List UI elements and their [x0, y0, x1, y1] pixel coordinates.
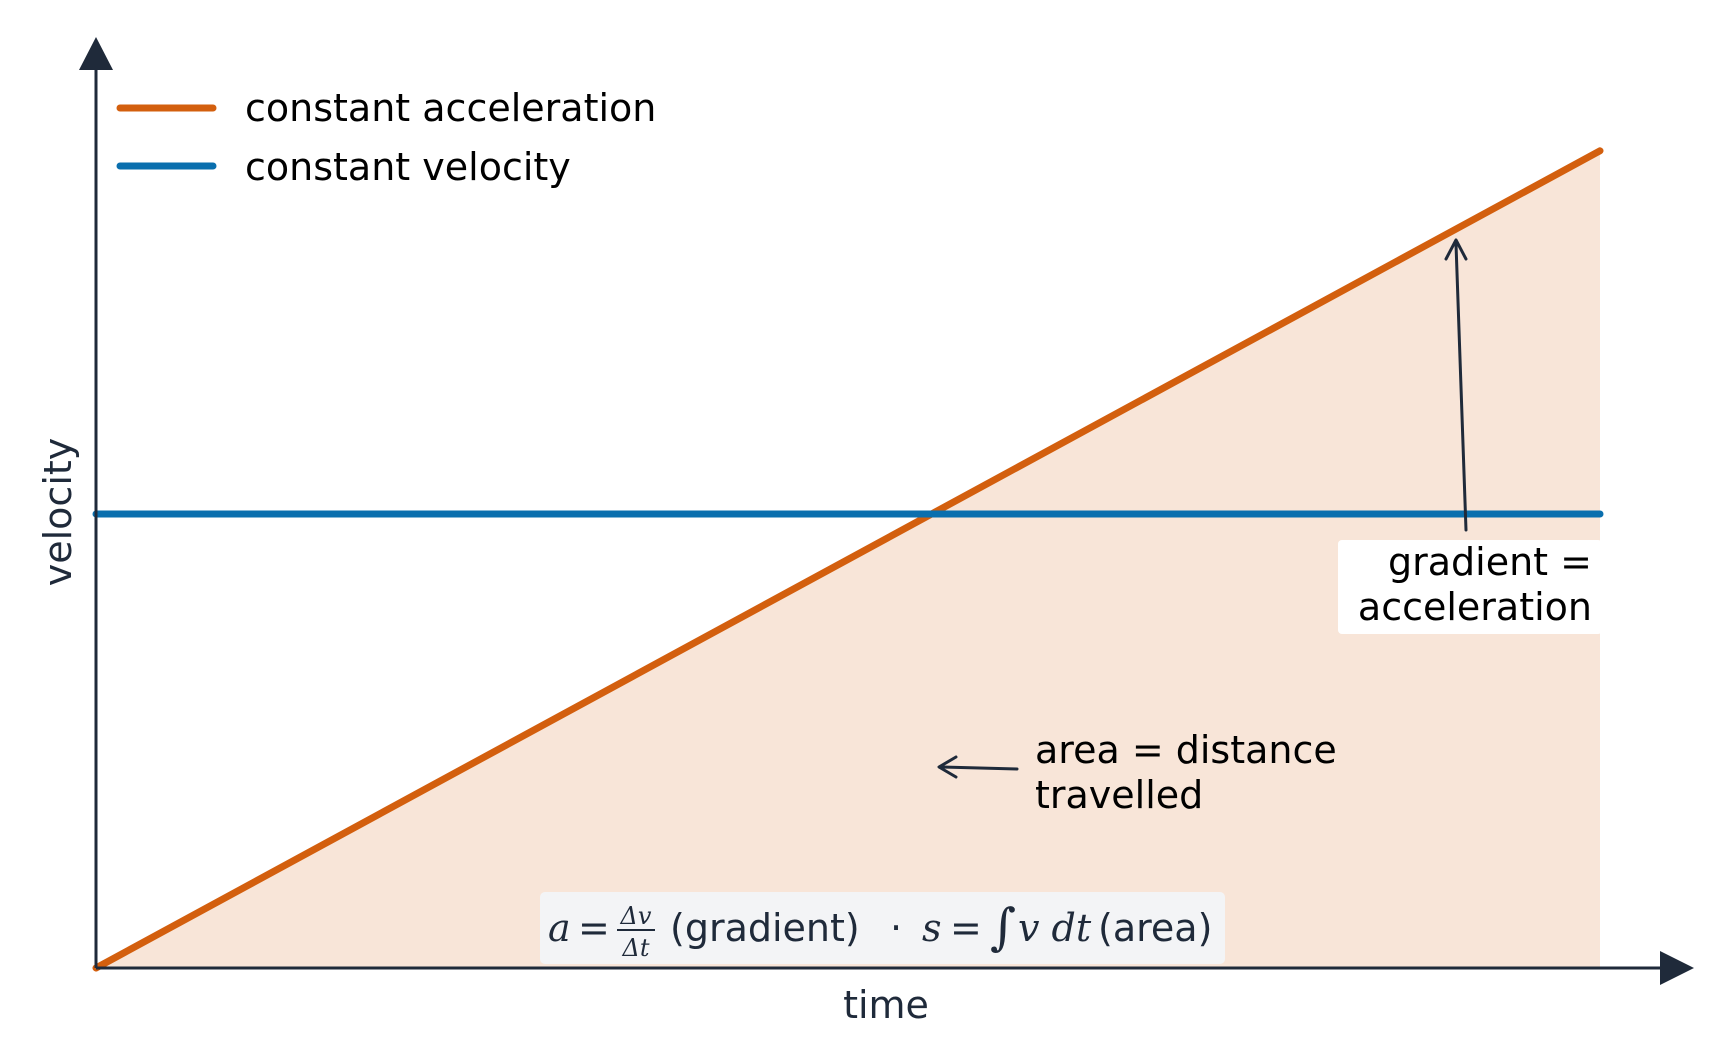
- formula-background: [540, 892, 1225, 964]
- formula-a-variable: a: [548, 906, 571, 950]
- area-annotation: area = distance travelled: [937, 728, 1337, 817]
- area-annotation-line-1: area = distance: [1035, 728, 1337, 772]
- series-line-constant-acceleration: [92, 147, 1604, 972]
- formula-box: a = Δv Δt (gradient) · s = ∫ v dt (area): [540, 892, 1225, 964]
- formula-denominator: Δt: [622, 934, 650, 962]
- gradient-arrow-shaft: [1454, 242, 1468, 532]
- formula-equals-2: =: [950, 906, 982, 950]
- y-axis-arrowhead-icon: [79, 37, 113, 70]
- formula-gradient-text: (gradient): [670, 906, 860, 950]
- gradient-annotation: gradient = acceleration: [1338, 238, 1602, 634]
- formula-area-text: (area): [1098, 906, 1212, 950]
- gradient-arrow-head-icon: [1444, 238, 1468, 261]
- formula-separator: ·: [890, 906, 902, 950]
- formula-s-variable: s: [922, 906, 942, 950]
- area-annotation-line-2: travelled: [1035, 773, 1203, 817]
- gradient-annotation-box: [1338, 540, 1602, 634]
- x-axis-label: time: [843, 983, 929, 1027]
- formula-numerator: Δv: [620, 902, 652, 930]
- gradient-annotation-line-1: gradient =: [1388, 540, 1592, 584]
- legend-label-constant-velocity: constant velocity: [245, 145, 571, 189]
- area-arrow-head-icon: [937, 755, 958, 779]
- axes: [79, 37, 1694, 985]
- y-axis-label: velocity: [36, 438, 80, 587]
- area-arrow-shaft: [940, 765, 1019, 771]
- gradient-annotation-line-2: acceleration: [1358, 585, 1592, 629]
- x-axis-arrowhead-icon: [1660, 951, 1694, 985]
- formula-integral-sign: ∫: [990, 898, 1016, 956]
- formula-equals-1: =: [578, 906, 610, 950]
- legend: constant acceleration constant velocity: [116, 86, 656, 189]
- formula-integrand: v dt: [1018, 906, 1092, 950]
- legend-label-constant-acceleration: constant acceleration: [245, 86, 656, 130]
